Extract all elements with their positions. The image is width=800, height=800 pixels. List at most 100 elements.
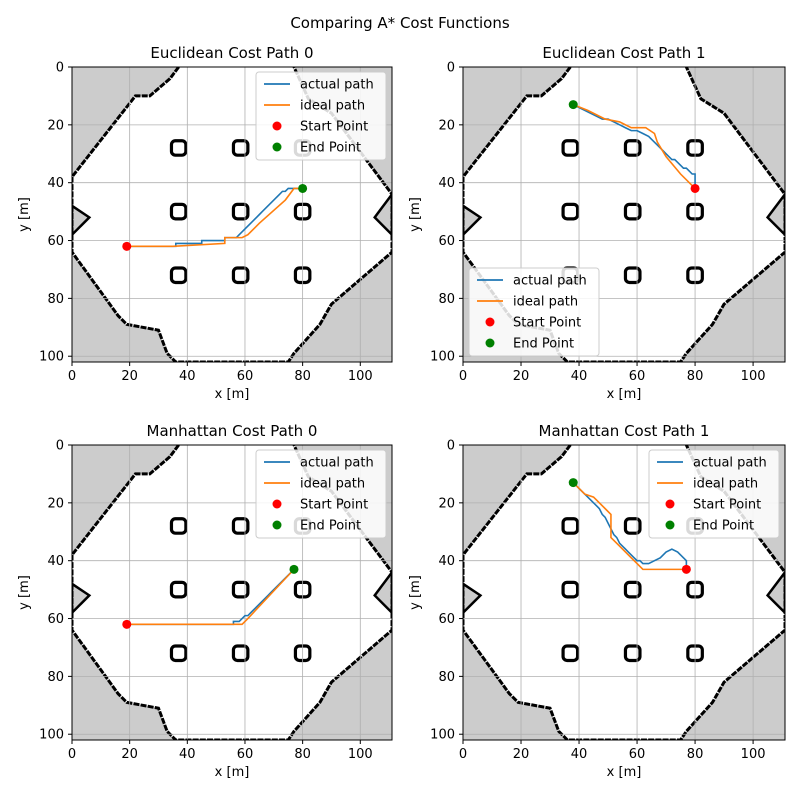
legend-start-swatch	[485, 317, 495, 327]
legend-ideal-label: ideal path	[300, 99, 365, 114]
legend-start-swatch	[272, 121, 282, 131]
x-tick-label: 40	[571, 747, 588, 762]
outside-region-3	[680, 630, 785, 740]
figure-title: Comparing A* Cost Functions	[290, 14, 510, 32]
wall-notch-0	[463, 204, 483, 237]
pillar-obstacle-0	[561, 517, 580, 535]
end-point-marker	[568, 100, 578, 110]
end-point-marker	[289, 564, 299, 574]
wall-notch-1	[373, 570, 392, 615]
pillar-obstacle-1	[623, 517, 642, 535]
x-tick-label: 20	[513, 369, 530, 384]
pillar-obstacle-0	[169, 139, 188, 157]
x-tick-label: 80	[294, 369, 311, 384]
y-tick-label: 0	[447, 61, 455, 76]
y-tick-label: 80	[438, 292, 455, 307]
map-wall	[463, 445, 785, 740]
pillar-obstacle-1	[623, 139, 642, 157]
x-tick-label: 60	[629, 369, 646, 384]
legend-actual-label: actual path	[300, 78, 374, 93]
y-tick-label: 60	[47, 612, 64, 627]
legend-end-swatch	[665, 520, 675, 530]
y-tick-label: 80	[47, 670, 64, 685]
pillar-obstacle-4	[231, 202, 250, 221]
legend: actual path ideal path Start Point End Poin…	[255, 449, 387, 539]
y-tick-label: 20	[438, 118, 455, 133]
x-tick-label: 100	[348, 747, 373, 762]
legend: actual path ideal path Start Point End Poin…	[255, 71, 387, 161]
legend: actual path ideal path Start Point End Poin…	[468, 267, 600, 357]
legend-end-label: End Point	[693, 519, 754, 534]
end-point-marker	[568, 478, 578, 488]
pillar-obstacle-4	[623, 580, 642, 599]
outside-region-1	[72, 205, 176, 362]
outside-region-3	[288, 252, 392, 362]
legend-start-label: Start Point	[300, 120, 368, 135]
ideal-path-line	[572, 103, 696, 190]
x-tick-label: 100	[348, 369, 373, 384]
legend-end-label: End Point	[300, 519, 361, 534]
pillar-obstacle-3	[561, 202, 580, 221]
x-tick-label: 100	[741, 369, 766, 384]
legend-ideal-label: ideal path	[513, 295, 578, 310]
actual-path-line	[572, 482, 688, 570]
panel-title: Manhattan Cost Path 1	[539, 422, 710, 440]
wall-notch-0	[72, 204, 92, 237]
ideal-path-line	[572, 482, 687, 571]
map-wall	[72, 67, 392, 362]
legend-actual-label: actual path	[513, 274, 587, 289]
y-tick-label: 80	[47, 292, 64, 307]
outside-region-0	[463, 445, 571, 555]
x-tick-label: 0	[459, 369, 467, 384]
legend-ideal-label: ideal path	[693, 477, 758, 492]
x-tick-label: 0	[459, 747, 467, 762]
pillar-obstacle-6	[169, 266, 188, 285]
y-tick-label: 40	[438, 554, 455, 569]
y-tick-label: 20	[47, 496, 64, 511]
pillar-obstacle-7	[231, 266, 250, 285]
y-tick-label: 20	[47, 118, 64, 133]
y-tick-label: 100	[39, 728, 64, 743]
panel-title: Euclidean Cost Path 0	[150, 44, 313, 62]
pillar-obstacle-4	[231, 580, 250, 599]
x-axis-label: x [m]	[607, 387, 642, 402]
pillar-obstacle-7	[623, 644, 642, 663]
x-tick-label: 80	[687, 369, 704, 384]
legend-box	[255, 449, 387, 539]
axes-frame	[462, 66, 786, 363]
pillar-obstacle-7	[231, 644, 250, 663]
outside-region-3	[680, 252, 785, 362]
outside-region-0	[72, 445, 179, 555]
wall-notch-0	[463, 582, 483, 615]
axes-frame	[71, 444, 393, 741]
y-axis-label: y [m]	[408, 197, 423, 232]
y-tick-label: 40	[47, 176, 64, 191]
legend-start-swatch	[272, 499, 282, 509]
pillar-obstacle-3	[169, 202, 188, 221]
start-point-marker	[690, 183, 700, 193]
x-tick-label: 60	[237, 369, 254, 384]
pillar-obstacle-1	[231, 517, 250, 535]
x-tick-label: 60	[629, 747, 646, 762]
legend-box	[468, 267, 600, 357]
wall-notch-1	[373, 192, 392, 237]
outside-region-2	[686, 67, 785, 195]
wall-notch-1	[765, 192, 785, 237]
legend-end-label: End Point	[300, 141, 361, 156]
wall-notch-0	[72, 582, 92, 615]
y-tick-label: 100	[39, 350, 64, 365]
pillar-obstacle-4	[623, 202, 642, 221]
ideal-path-line	[126, 568, 295, 626]
y-tick-label: 0	[56, 61, 64, 76]
y-tick-label: 60	[438, 612, 455, 627]
axes-frame	[71, 66, 393, 363]
start-point-marker	[122, 241, 132, 251]
x-tick-label: 20	[513, 747, 530, 762]
x-tick-label: 40	[179, 369, 196, 384]
x-tick-label: 0	[68, 369, 76, 384]
legend-box	[255, 71, 387, 161]
outside-region-1	[463, 583, 568, 740]
legend-start-label: Start Point	[693, 498, 761, 513]
x-axis-label: x [m]	[215, 765, 250, 780]
